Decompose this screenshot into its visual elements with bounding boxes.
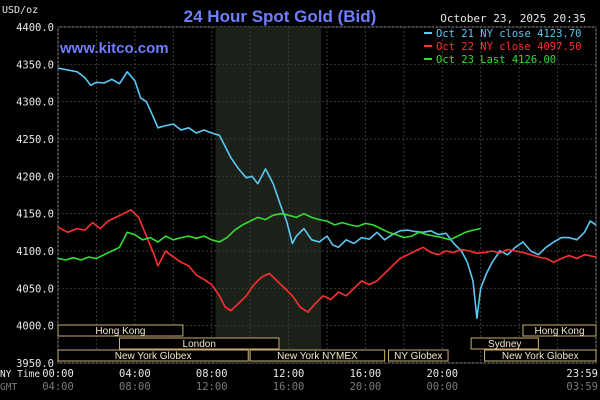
y-tick-label: 4200.0 xyxy=(16,171,54,183)
session-bar xyxy=(57,324,184,337)
session-bar xyxy=(57,349,249,362)
x-tick-label-gmt: 03:59 xyxy=(566,381,598,393)
session-label: New York Globex xyxy=(502,351,579,362)
x-row-label-gmt: GMT xyxy=(0,382,17,393)
session-label: Hong Kong xyxy=(534,326,584,337)
session-label: London xyxy=(183,339,216,350)
y-tick-label: 4050.0 xyxy=(16,283,54,295)
x-tick-label-gmt: 12:00 xyxy=(196,381,228,393)
legend-entry: Oct 21 NY close 4123.70 xyxy=(436,28,581,40)
y-tick-label: 4250.0 xyxy=(16,134,54,146)
x-tick-label-ny: 23:59 xyxy=(566,368,598,380)
nymex-highlight xyxy=(215,27,322,363)
session-label: New York Globex xyxy=(115,351,192,362)
y-tick-label: 3950.0 xyxy=(16,358,54,370)
session-bar xyxy=(484,349,597,362)
y-tick-label: 4100.0 xyxy=(16,246,54,258)
timestamp: October 23, 2025 20:35 xyxy=(440,12,586,25)
x-tick-label-ny: 08:00 xyxy=(196,368,228,380)
x-tick-label-gmt: 16:00 xyxy=(273,381,305,393)
x-tick-label-ny: 20:00 xyxy=(426,368,458,380)
x-tick-label-ny: 00:00 xyxy=(42,368,74,380)
legend-entry: Oct 22 NY close 4097.50 xyxy=(436,41,581,53)
session-label: Hong Kong xyxy=(95,326,145,337)
x-tick-label-ny: 16:00 xyxy=(350,368,382,380)
y-tick-label: 4000.0 xyxy=(16,321,54,333)
legend-entry: Oct 23 Last 4126.00 xyxy=(436,54,556,66)
series-line-3 xyxy=(57,212,481,261)
x-tick-label-gmt: 08:00 xyxy=(119,381,151,393)
session-label: Sydney xyxy=(488,339,521,350)
x-tick-label-ny: 12:00 xyxy=(273,368,305,380)
y-tick-label: 4400.0 xyxy=(16,22,54,34)
y-tick-label: 4350.0 xyxy=(16,59,54,71)
x-row-label-ny: NY Time xyxy=(0,369,40,380)
session-label: New York NYMEX xyxy=(277,351,358,362)
watermark: www.kitco.com xyxy=(59,40,169,57)
series-line-2 xyxy=(57,209,597,313)
session-bar xyxy=(522,324,597,337)
session-bar xyxy=(118,337,280,350)
x-tick-label-gmt: 20:00 xyxy=(350,381,382,393)
session-bar xyxy=(249,349,386,362)
session-bar xyxy=(387,349,449,362)
x-tick-label-gmt: 04:00 xyxy=(42,381,74,393)
y-axis-label: USD/oz xyxy=(2,5,38,16)
y-tick-label: 4150.0 xyxy=(16,209,54,221)
session-bar xyxy=(470,337,539,350)
x-tick-label-gmt: 00:00 xyxy=(426,381,458,393)
session-label: NY Globex xyxy=(394,351,442,362)
y-tick-label: 4300.0 xyxy=(16,97,54,109)
chart-title: 24 Hour Spot Gold (Bid) xyxy=(184,7,377,26)
x-tick-label-ny: 04:00 xyxy=(119,368,151,380)
